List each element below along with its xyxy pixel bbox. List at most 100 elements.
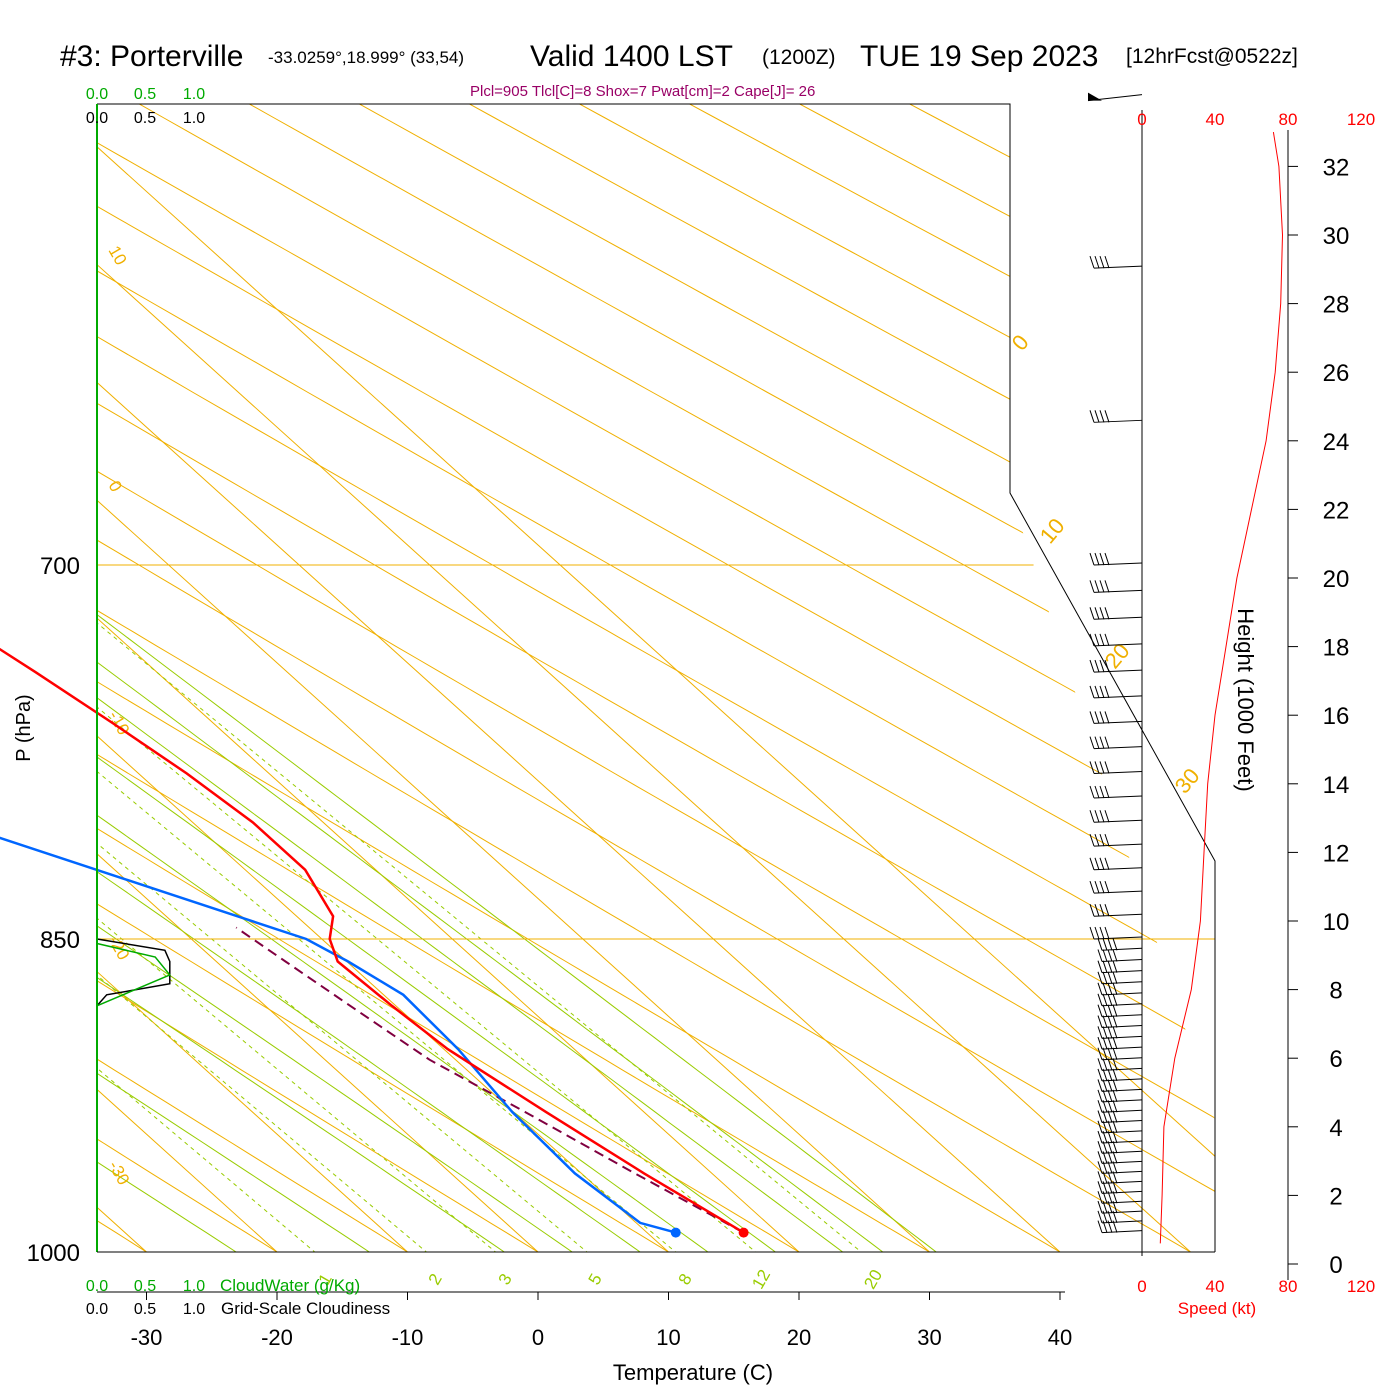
- wind-barb-feather: [1102, 982, 1108, 995]
- wind-barb-feather: [1097, 1141, 1103, 1154]
- wind-barb-feather: [1102, 949, 1108, 962]
- wind-barb-feather: [1104, 810, 1110, 823]
- wind-barb-feather: [1107, 1079, 1113, 1092]
- dry-adiabat-line: [97, 104, 1215, 1252]
- wind-barb-staff: [1101, 1210, 1143, 1214]
- wind-barb-feather: [1094, 736, 1100, 749]
- dry-adiabat-line: [0, 0, 61, 1281]
- wind-barb-feather: [1099, 659, 1105, 673]
- dry-adiabat-line: [97, 104, 1215, 1252]
- wind-barb-feather: [1097, 1004, 1103, 1017]
- wind-barb-feather: [1107, 1036, 1113, 1050]
- wind-barb-feather: [1107, 1068, 1113, 1082]
- wind-barb-feather: [1089, 926, 1095, 940]
- cloudiness-top-tick: 1.0: [183, 110, 205, 127]
- cloudwater-top-tick: 1.0: [183, 86, 205, 103]
- cloudiness-lower-profile: [96, 938, 171, 1007]
- wind-barb-feather: [1112, 1079, 1118, 1092]
- wind-barb-staff: [1101, 1088, 1143, 1092]
- wind-barb-feather: [1107, 1110, 1113, 1123]
- wind-barb-feather: [1102, 1036, 1108, 1050]
- wind-barb-feather: [1097, 1191, 1103, 1204]
- speed-top-tick: 80: [1279, 110, 1298, 129]
- wind-barb-feather: [1112, 1141, 1118, 1154]
- height-axis-label: Height (1000 Feet): [1233, 608, 1258, 791]
- valid-time: Valid 1400 LST: [530, 40, 733, 73]
- wind-barb-staff: [1093, 795, 1143, 799]
- wind-barb-feather: [1112, 1161, 1118, 1174]
- cloudiness-top-tick: 0.0: [86, 110, 108, 127]
- surface-dewpoint-marker: [670, 1227, 681, 1238]
- wind-barb-feather: [1094, 410, 1100, 423]
- wind-barb-feather: [1107, 971, 1113, 984]
- wind-barb-staff: [1093, 770, 1143, 774]
- wind-barb-feather: [1097, 1181, 1103, 1194]
- isotherm-line: [97, 104, 1215, 1252]
- wind-barb-feather: [1099, 857, 1105, 870]
- forecast-label: [12hrFcst@0522z]: [1126, 45, 1298, 68]
- wind-barb-feather: [1104, 633, 1110, 647]
- wind-barb-feather: [1089, 410, 1095, 423]
- moist-adiabat-line: [97, 104, 382, 1252]
- wind-barb-feather: [1112, 1068, 1118, 1082]
- wind-barb-feather: [1104, 580, 1110, 593]
- isotherm-line: [97, 104, 1034, 1252]
- height-tick-label: 12: [1323, 840, 1350, 867]
- dry-adiabat-line: [97, 104, 1215, 1252]
- wind-barb-feather: [1112, 1110, 1118, 1123]
- wind-barb-staff: [1101, 1140, 1143, 1144]
- wind-barb-feather: [1104, 785, 1110, 799]
- wind-barb-feather: [1099, 761, 1105, 774]
- dry-adiabat-line: [97, 104, 1215, 1252]
- mixing-ratio-line: [97, 104, 609, 1252]
- wind-barb-feather: [1099, 785, 1105, 799]
- isotherm-line: [97, 104, 121, 1252]
- wind-barb-feather: [1089, 785, 1095, 799]
- wind-barb-feather: [1099, 580, 1105, 593]
- station-title: #3: Porterville: [60, 40, 244, 73]
- wind-barb-feather: [1097, 1036, 1103, 1050]
- speed-top-tick: 0: [1137, 110, 1146, 129]
- wind-barb-feather: [1104, 926, 1110, 940]
- wind-barb-feather: [1097, 971, 1103, 984]
- wind-barb-feather: [1104, 833, 1110, 847]
- wind-barb-feather: [1107, 938, 1113, 951]
- dry-adiabat-label: 0: [1007, 330, 1034, 355]
- speed-bottom-tick: 40: [1206, 1277, 1225, 1296]
- wind-barb-feather: [1112, 1181, 1118, 1194]
- wind-barb-feather: [1089, 552, 1095, 566]
- wind-barb-staff: [1101, 1003, 1143, 1007]
- pressure-tick-label: 850: [40, 927, 80, 954]
- height-tick-label: 26: [1323, 360, 1350, 387]
- moist-adiabat-line: [97, 104, 773, 1252]
- wind-barb-feather: [1097, 938, 1103, 951]
- mixing-ratio-line: [97, 104, 539, 1252]
- wind-barb-feather: [1102, 960, 1108, 973]
- wind-barb-feather: [1099, 880, 1105, 894]
- wind-barb-feather: [1112, 949, 1118, 962]
- isotherm-lines: [97, 104, 1215, 1252]
- dry-adiabat-line: [97, 104, 1215, 1252]
- isotherm-line: [97, 104, 382, 1252]
- height-tick-label: 18: [1323, 635, 1350, 662]
- wind-barb-feather: [1107, 1130, 1113, 1144]
- wind-barb-feather: [1097, 1151, 1103, 1164]
- wind-barb-staff: [1101, 1220, 1143, 1224]
- wind-barb-feather: [1107, 982, 1113, 995]
- wind-barb-feather: [1107, 949, 1113, 962]
- height-tick-label: 20: [1323, 566, 1350, 593]
- wind-barb-feather: [1104, 410, 1110, 423]
- mixing-ratio-label: 2: [425, 1270, 446, 1288]
- wind-barb-feather: [1104, 607, 1110, 620]
- isotherm-line: [97, 104, 512, 1252]
- wind-barb-staff: [1093, 867, 1143, 871]
- mixing-ratio-label: 5: [585, 1270, 606, 1288]
- temperature-tick-label: 40: [1048, 1325, 1072, 1350]
- wind-barb-feather: [1097, 1079, 1103, 1092]
- wind-barb-feather: [1112, 1026, 1118, 1039]
- wind-barb-staff: [1101, 1025, 1143, 1029]
- wind-barb-staff: [1101, 959, 1143, 963]
- wind-barb-feather: [1107, 1026, 1113, 1039]
- dry-adiabat-line: [97, 104, 193, 1252]
